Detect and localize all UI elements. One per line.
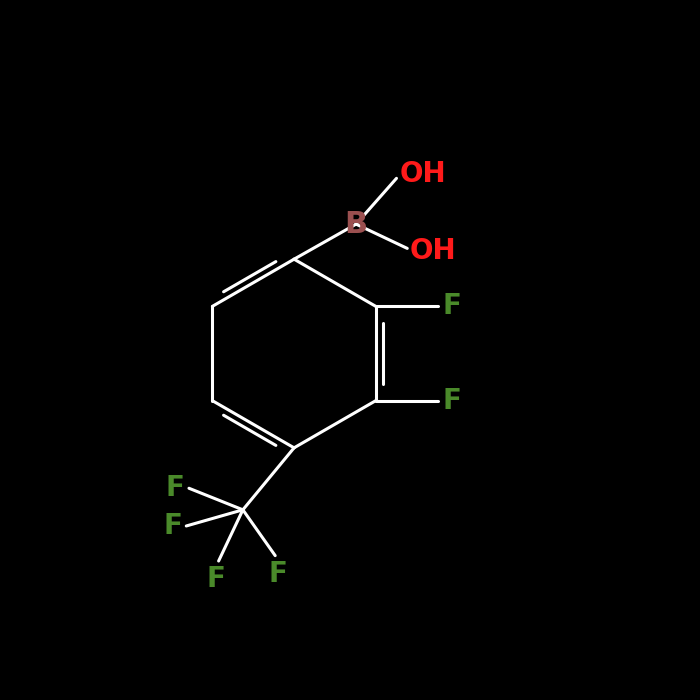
Text: OH: OH [399, 160, 446, 188]
Text: B: B [344, 209, 368, 239]
Text: F: F [269, 560, 287, 588]
Text: F: F [442, 386, 461, 414]
Text: F: F [166, 475, 185, 503]
Text: OH: OH [410, 237, 456, 265]
Text: F: F [442, 293, 461, 321]
Text: F: F [206, 566, 225, 594]
Text: F: F [163, 512, 182, 540]
